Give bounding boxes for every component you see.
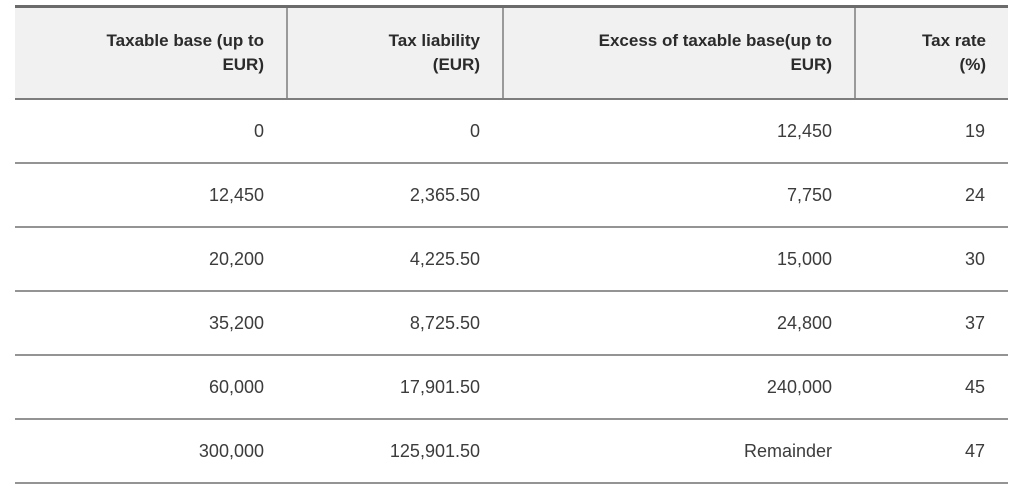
cell-taxable-base: 12,450 (15, 163, 287, 228)
table-header-row: Taxable base (up to EUR) Tax liability (… (15, 5, 1008, 100)
cell-excess-of-taxable-base: Remainder (503, 419, 855, 484)
header-cell-tax-liability: Tax liability (EUR) (286, 5, 503, 100)
table-body: 0 0 12,450 19 12,450 2,365.50 7,750 24 2… (15, 99, 1008, 484)
cell-tax-rate: 47 (855, 419, 1008, 484)
cell-tax-rate: 24 (855, 163, 1008, 228)
cell-tax-liability: 8,725.50 (287, 291, 503, 356)
cell-tax-liability: 125,901.50 (287, 419, 503, 484)
cell-tax-liability: 4,225.50 (287, 227, 503, 292)
table-row: 20,200 4,225.50 15,000 30 (15, 227, 1008, 292)
cell-taxable-base: 35,200 (15, 291, 287, 356)
cell-tax-rate: 30 (855, 227, 1008, 292)
header-label-line: Tax liability (388, 31, 480, 50)
header-label-line: Excess of taxable base(up to (598, 31, 832, 50)
table-row: 300,000 125,901.50 Remainder 47 (15, 419, 1008, 484)
cell-tax-liability: 17,901.50 (287, 355, 503, 420)
tax-rate-table-container: Taxable base (up to EUR) Tax liability (… (15, 5, 1008, 484)
table-row: 12,450 2,365.50 7,750 24 (15, 163, 1008, 228)
table-row: 35,200 8,725.50 24,800 37 (15, 291, 1008, 356)
header-cell-tax-rate: Tax rate (%) (854, 5, 1008, 100)
cell-taxable-base: 300,000 (15, 419, 287, 484)
cell-excess-of-taxable-base: 24,800 (503, 291, 855, 356)
cell-tax-liability: 2,365.50 (287, 163, 503, 228)
header-cell-excess-of-taxable-base: Excess of taxable base(up to EUR) (502, 5, 855, 100)
header-cell-taxable-base: Taxable base (up to EUR) (15, 5, 287, 100)
table-header: Taxable base (up to EUR) Tax liability (… (15, 5, 1008, 100)
cell-tax-rate: 37 (855, 291, 1008, 356)
cell-tax-liability: 0 (287, 99, 503, 164)
header-label-line: (EUR) (432, 55, 480, 74)
cell-excess-of-taxable-base: 7,750 (503, 163, 855, 228)
cell-tax-rate: 19 (855, 99, 1008, 164)
table-row: 0 0 12,450 19 (15, 99, 1008, 164)
header-label-line: EUR) (222, 55, 264, 74)
cell-excess-of-taxable-base: 240,000 (503, 355, 855, 420)
header-label-line: Tax rate (922, 31, 986, 50)
cell-taxable-base: 0 (15, 99, 287, 164)
header-label-line: EUR) (790, 55, 832, 74)
cell-excess-of-taxable-base: 12,450 (503, 99, 855, 164)
header-label-line: (%) (959, 55, 986, 74)
cell-tax-rate: 45 (855, 355, 1008, 420)
cell-taxable-base: 20,200 (15, 227, 287, 292)
cell-excess-of-taxable-base: 15,000 (503, 227, 855, 292)
cell-taxable-base: 60,000 (15, 355, 287, 420)
tax-rate-table: Taxable base (up to EUR) Tax liability (… (15, 5, 1008, 484)
table-row: 60,000 17,901.50 240,000 45 (15, 355, 1008, 420)
header-label-line: Taxable base (up to (106, 31, 264, 50)
